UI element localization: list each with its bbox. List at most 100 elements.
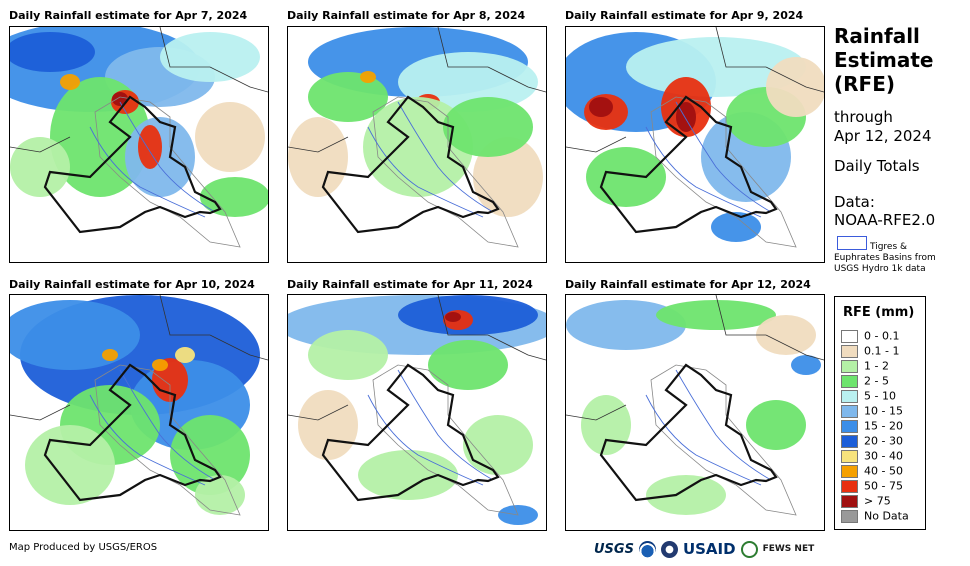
iraq-border xyxy=(43,363,222,502)
legend-label: 40 - 50 xyxy=(864,464,903,478)
rainfall-map-apr12 xyxy=(565,294,825,531)
legend-label: No Data xyxy=(864,509,909,523)
rainfall-area xyxy=(791,355,821,375)
rainfall-area xyxy=(566,300,686,350)
river-line xyxy=(89,126,206,218)
basin-note-line: USGS Hydro 1k data xyxy=(834,264,926,274)
legend-swatch xyxy=(841,509,858,523)
legend-swatch xyxy=(841,434,858,448)
rainfall-map-apr7 xyxy=(9,26,269,263)
rainfall-area xyxy=(360,71,376,83)
rainfall-area xyxy=(102,349,118,361)
rainfall-area xyxy=(589,97,613,117)
iraq-border xyxy=(43,95,222,234)
panel-title-apr9: Daily Rainfall estimate for Apr 9, 2024 xyxy=(565,9,804,22)
rainfall-area xyxy=(195,475,245,515)
legend-item: 20 - 30 xyxy=(841,434,903,448)
rainfall-area xyxy=(308,330,388,380)
legend-swatch xyxy=(841,449,858,463)
legend-swatch xyxy=(841,479,858,493)
rainfall-area xyxy=(626,37,806,97)
rainfall-area xyxy=(676,102,696,132)
country-boundary xyxy=(566,27,824,153)
province-boundary xyxy=(94,96,241,248)
legend-item: 10 - 15 xyxy=(841,404,903,418)
river-line xyxy=(675,101,772,213)
iraq-border xyxy=(321,95,500,234)
legend-label: 0.1 - 1 xyxy=(864,344,900,358)
rainfall-map-graphic xyxy=(288,295,546,525)
rainfall-area xyxy=(428,340,508,390)
agency-logos: USGS USAID FEWS NET xyxy=(594,539,814,559)
legend-label: 0 - 0.1 xyxy=(864,329,900,343)
country-boundary xyxy=(288,295,546,421)
data-label: Data: xyxy=(834,193,875,211)
legend-label: 10 - 15 xyxy=(864,404,903,418)
rainfall-area xyxy=(60,74,80,90)
basin-note: Tigres & Euphrates Basins from USGS Hydr… xyxy=(834,242,966,275)
legend-label: 30 - 40 xyxy=(864,449,903,463)
province-boundary xyxy=(650,96,797,248)
legend-item: 0 - 0.1 xyxy=(841,329,899,343)
rainfall-map-apr8 xyxy=(287,26,547,263)
rainfall-area xyxy=(445,312,461,322)
river-line xyxy=(367,126,484,218)
rainfall-area xyxy=(656,300,776,330)
river-line xyxy=(675,369,772,481)
rainfall-area xyxy=(25,425,115,505)
map-credit: Map Produced by USGS/EROS xyxy=(9,542,158,553)
rainfall-area xyxy=(756,315,816,355)
legend-swatch xyxy=(841,494,858,508)
legend-item: 50 - 75 xyxy=(841,479,903,493)
rainfall-area xyxy=(298,390,358,460)
legend-item: 2 - 5 xyxy=(841,374,889,388)
usaid-logo: USAID xyxy=(682,540,736,558)
country-boundary xyxy=(10,27,268,153)
country-boundary xyxy=(566,295,824,421)
rainfall-area xyxy=(175,347,195,363)
rainfall-area xyxy=(195,102,265,172)
legend-label: 5 - 10 xyxy=(864,389,896,403)
usgs-logo: USGS xyxy=(594,541,634,557)
iraq-border xyxy=(599,95,778,234)
panel-title-apr8: Daily Rainfall estimate for Apr 8, 2024 xyxy=(287,9,526,22)
rainfall-area xyxy=(581,395,631,455)
legend-item: > 75 xyxy=(841,494,891,508)
fews-net-logo: FEWS NET xyxy=(762,544,815,554)
panel-title-apr7: Daily Rainfall estimate for Apr 7, 2024 xyxy=(9,9,248,22)
legend-item: No Data xyxy=(841,509,909,523)
legend-label: 2 - 5 xyxy=(864,374,889,388)
rainfall-area xyxy=(711,212,761,242)
doi-seal-icon xyxy=(660,540,678,558)
iraq-border xyxy=(321,363,500,502)
legend-item: 5 - 10 xyxy=(841,389,896,403)
side-title: Rainfall Estimate (RFE) xyxy=(834,24,966,96)
legend-label: 20 - 30 xyxy=(864,434,903,448)
river-line xyxy=(397,101,494,213)
legend-swatch xyxy=(841,374,858,388)
totals-label: Daily Totals xyxy=(834,157,920,175)
province-boundary xyxy=(372,364,519,516)
rainfall-map-graphic xyxy=(566,27,824,248)
rainfall-map-graphic xyxy=(566,295,824,516)
rainfall-area xyxy=(160,32,260,82)
through-label: through xyxy=(834,108,893,126)
panel-title-apr10: Daily Rainfall estimate for Apr 10, 2024 xyxy=(9,278,255,291)
rainfall-map-graphic xyxy=(288,27,546,248)
end-date: Apr 12, 2024 xyxy=(834,127,932,145)
river-line xyxy=(397,369,494,481)
legend-swatch xyxy=(841,359,858,373)
side-title-line: Rainfall xyxy=(834,24,920,48)
rainfall-map-apr10 xyxy=(9,294,269,531)
river-line xyxy=(119,101,216,213)
province-boundary xyxy=(372,96,519,248)
legend-title: RFE (mm) xyxy=(843,305,915,320)
rainfall-area xyxy=(586,147,666,207)
rainfall-map-graphic xyxy=(10,295,268,516)
rainfall-area xyxy=(443,97,533,157)
legend-item: 0.1 - 1 xyxy=(841,344,899,358)
river-line xyxy=(645,126,762,218)
rainfall-area xyxy=(646,475,726,515)
legend-label: 1 - 2 xyxy=(864,359,889,373)
legend-item: 40 - 50 xyxy=(841,464,903,478)
